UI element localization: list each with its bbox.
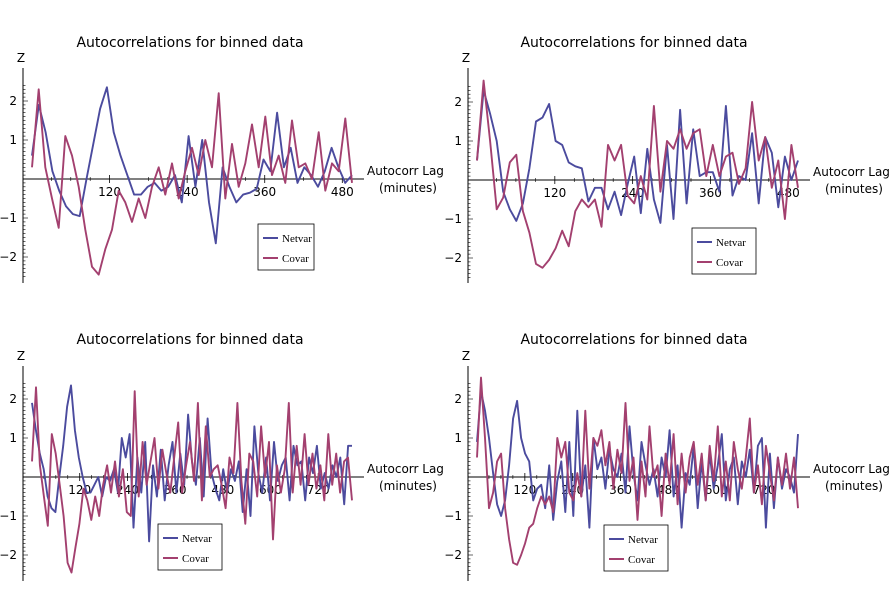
- x-axis-units: (minutes): [379, 181, 437, 195]
- x-axis-label: Autocorr Lag: [367, 462, 444, 476]
- y-axis-label: Z: [462, 51, 470, 65]
- x-tick-label: 120: [543, 186, 566, 200]
- x-axis-units: (minutes): [825, 479, 883, 493]
- series-line-netvar: [31, 86, 353, 245]
- chart-title: Autocorrelations for binned data: [76, 332, 303, 348]
- series-line-covar: [31, 88, 353, 276]
- chart-title: Autocorrelations for binned data: [520, 332, 747, 348]
- x-axis-label: Autocorr Lag: [813, 462, 890, 476]
- y-tick-label: −2: [444, 251, 462, 265]
- series-line-covar: [476, 376, 799, 566]
- y-tick-label: 1: [9, 431, 17, 445]
- y-tick-label: 2: [454, 95, 462, 109]
- x-tick-label: 360: [253, 185, 276, 199]
- legend-entry-netvar: Netvar: [716, 237, 746, 249]
- y-tick-label: 2: [9, 94, 17, 108]
- chart-title: Autocorrelations for binned data: [76, 35, 303, 51]
- legend-entry-covar: Covar: [282, 253, 309, 265]
- x-tick-label: 480: [331, 185, 354, 199]
- y-tick-label: −2: [444, 548, 462, 562]
- y-tick-label: −1: [444, 509, 462, 523]
- x-tick-label: 120: [68, 483, 91, 497]
- y-tick-label: −1: [444, 212, 462, 226]
- series-line-netvar: [476, 89, 799, 224]
- y-tick-label: 1: [454, 431, 462, 445]
- legend: Netvar Covar: [603, 524, 669, 572]
- y-tick-label: −2: [0, 250, 17, 264]
- y-axis-label: Z: [462, 349, 470, 363]
- legend: Netvar Covar: [157, 523, 223, 571]
- x-tick-label: 720: [307, 483, 330, 497]
- legend-entry-netvar: Netvar: [182, 533, 212, 545]
- y-tick-label: −1: [0, 509, 17, 523]
- legend-entry-covar: Covar: [716, 257, 743, 269]
- series-line-covar: [31, 386, 353, 574]
- y-axis-label: Z: [17, 51, 25, 65]
- legend-entry-netvar: Netvar: [628, 534, 658, 546]
- chart-panel-4: Autocorrelations for binned data Z −2 −1 1 2 1…: [444, 332, 890, 581]
- x-tick-label: 240: [116, 483, 139, 497]
- legend: Netvar Covar: [257, 223, 315, 271]
- legend-box: [691, 227, 757, 275]
- y-tick-label: −2: [0, 548, 17, 562]
- y-tick-label: 1: [454, 134, 462, 148]
- legend-entry-covar: Covar: [182, 553, 209, 565]
- legend-entry-covar: Covar: [628, 554, 655, 566]
- chart-panel-3: Autocorrelations for binned data Z −2 −1 1 2 1…: [0, 332, 444, 581]
- legend-entry-netvar: Netvar: [282, 233, 312, 245]
- x-tick-label: 120: [98, 185, 121, 199]
- x-tick-label: 360: [699, 186, 722, 200]
- x-tick-label: 120: [513, 483, 536, 497]
- series-line-covar: [476, 79, 799, 269]
- y-tick-label: 2: [454, 392, 462, 406]
- legend-box: [157, 523, 223, 571]
- legend: Netvar Covar: [691, 227, 757, 275]
- chart-panel-1: Autocorrelations for binned data Z −2 −1 1 2 1…: [0, 35, 444, 283]
- y-tick-label: 2: [9, 392, 17, 406]
- legend-box: [257, 223, 315, 271]
- x-axis-units: (minutes): [825, 182, 883, 196]
- x-axis-label: Autocorr Lag: [813, 165, 890, 179]
- chart-title: Autocorrelations for binned data: [520, 35, 747, 51]
- y-tick-label: 1: [9, 133, 17, 147]
- y-axis-label: Z: [17, 349, 25, 363]
- chart-panel-2: Autocorrelations for binned data Z −2 −1 1 2 1…: [444, 35, 890, 283]
- legend-box: [603, 524, 669, 572]
- x-axis-label: Autocorr Lag: [367, 164, 444, 178]
- x-axis-units: (minutes): [379, 479, 437, 493]
- y-tick-label: −1: [0, 211, 17, 225]
